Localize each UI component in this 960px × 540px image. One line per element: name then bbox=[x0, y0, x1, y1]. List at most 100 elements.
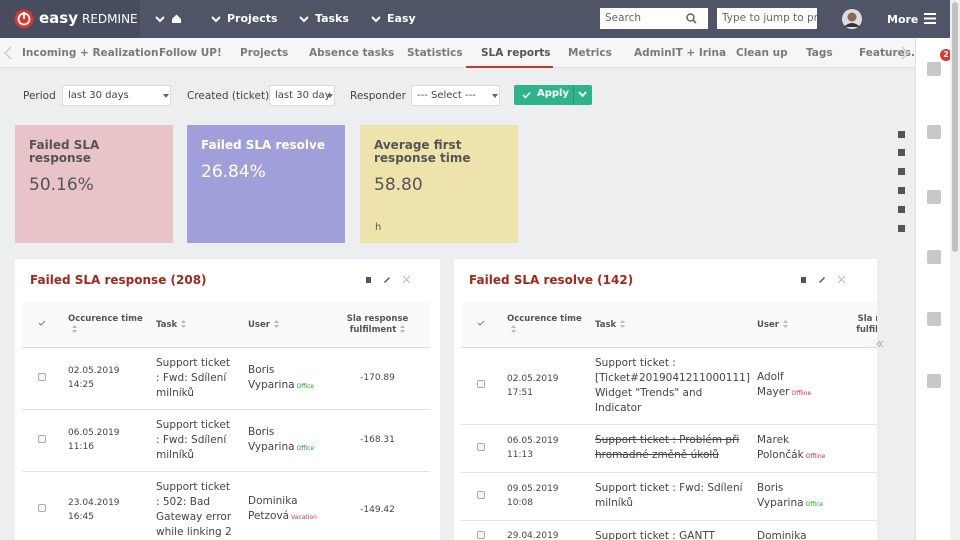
brand: easy REDMINE bbox=[39, 9, 138, 27]
tab[interactable]: Metrics bbox=[568, 47, 612, 59]
task[interactable]: Support ticket : GANTT bbox=[589, 520, 751, 540]
collapse-arrows[interactable] bbox=[876, 340, 884, 348]
tab[interactable]: Projects bbox=[240, 47, 289, 59]
task[interactable]: Support ticket : Fwd: Sdílení milníků bbox=[150, 347, 242, 410]
apply-caret[interactable] bbox=[578, 91, 587, 98]
column-header[interactable]: User bbox=[242, 302, 325, 348]
tab[interactable]: Tags bbox=[806, 47, 833, 59]
panel-tool[interactable] bbox=[818, 275, 827, 284]
apply-button[interactable]: Apply bbox=[514, 85, 592, 105]
tab[interactable]: Follow UP! bbox=[159, 47, 222, 59]
task[interactable]: Support ticket : Fwd: Sdílení milníků bbox=[150, 409, 242, 472]
column-header[interactable]: Sla resolve fulfilment bbox=[834, 302, 877, 348]
menu-item[interactable]: Projects bbox=[227, 12, 278, 25]
task[interactable]: Support ticket : Problém při hromadné zm… bbox=[589, 424, 751, 473]
tab[interactable]: Features.fo bbox=[859, 47, 927, 59]
tab[interactable]: SLA reports bbox=[481, 47, 551, 59]
avatar[interactable] bbox=[842, 9, 862, 29]
more-menu[interactable]: More bbox=[887, 13, 919, 26]
panel-tool[interactable] bbox=[402, 275, 411, 284]
panel-tool-shape bbox=[819, 277, 825, 283]
sort-icon-shape bbox=[181, 319, 187, 328]
task[interactable]: Support ticket : 502: Bad Gateway error … bbox=[150, 471, 242, 540]
checkbox[interactable] bbox=[477, 530, 485, 539]
checkbox[interactable] bbox=[38, 372, 46, 381]
check-all-icon[interactable] bbox=[477, 320, 485, 327]
sidebar-icon[interactable] bbox=[925, 310, 943, 328]
sort-icon bbox=[620, 319, 626, 328]
task[interactable]: Support ticket : [Ticket#201904121100011… bbox=[589, 347, 751, 425]
menu-chevron[interactable] bbox=[210, 14, 222, 24]
sidebar-icon[interactable] bbox=[925, 372, 943, 390]
fulfilment-value: -149.42 bbox=[360, 504, 395, 515]
tab-prev[interactable] bbox=[4, 46, 12, 60]
checkbox[interactable] bbox=[477, 490, 485, 499]
column-header[interactable]: Occurence time bbox=[501, 302, 589, 348]
fulfilment bbox=[834, 424, 877, 473]
column-header[interactable]: Task bbox=[589, 302, 751, 348]
checkbox[interactable] bbox=[477, 380, 485, 388]
column-header[interactable]: User bbox=[751, 302, 834, 348]
tool-icon[interactable] bbox=[897, 205, 906, 214]
tab[interactable]: Absence tasks bbox=[309, 47, 395, 59]
column-title: Sla response fulfilment bbox=[346, 313, 409, 335]
sidebar-icon[interactable] bbox=[925, 60, 943, 78]
row-check bbox=[461, 424, 501, 473]
tab[interactable]: Incoming + Realization bbox=[22, 47, 159, 59]
sort-icon bbox=[400, 324, 406, 333]
apply-check-shape bbox=[522, 91, 531, 99]
filter-select[interactable]: --- Select --- bbox=[411, 85, 500, 106]
table-row: 06.05.2019 11:13 Support ticket : Problém… bbox=[461, 424, 877, 473]
row-check bbox=[461, 347, 501, 425]
user: Dominika Petzová Vacation bbox=[242, 471, 325, 540]
user-name: Boris Vyparina bbox=[248, 425, 295, 453]
user-status: Vacation bbox=[291, 514, 317, 521]
checkbox[interactable] bbox=[38, 434, 46, 443]
apply-check bbox=[522, 91, 531, 99]
search-input[interactable]: Search bbox=[600, 8, 708, 29]
panel-tool[interactable] bbox=[800, 275, 809, 284]
check-all-icon[interactable] bbox=[38, 320, 46, 327]
tool-icon[interactable] bbox=[897, 130, 906, 139]
sidebar-icon-shape bbox=[927, 250, 941, 264]
tab[interactable]: Clean up bbox=[736, 47, 788, 59]
scroll-thumb[interactable] bbox=[952, 2, 958, 252]
filter-select[interactable]: last 30 day bbox=[269, 85, 335, 106]
tool-icon[interactable] bbox=[897, 167, 906, 176]
tool-icon[interactable] bbox=[897, 148, 906, 157]
sidebar-icon[interactable] bbox=[925, 188, 943, 206]
menu-chevron[interactable] bbox=[154, 14, 166, 24]
user: Boris Vyparina Office bbox=[242, 347, 325, 410]
task[interactable]: Support ticket : Fwd: Sdílení milníků bbox=[589, 472, 751, 521]
tab[interactable]: Statistics bbox=[407, 47, 463, 59]
column-header[interactable]: Task bbox=[150, 302, 242, 348]
column-header[interactable]: Occurence time bbox=[62, 302, 150, 348]
checkbox[interactable] bbox=[38, 504, 46, 512]
panel-tool[interactable] bbox=[837, 275, 846, 284]
tool-icon[interactable] bbox=[897, 186, 906, 195]
home-icon[interactable] bbox=[171, 13, 182, 24]
collapse-arrows-shape bbox=[876, 340, 884, 348]
sidebar-icon[interactable] bbox=[925, 248, 943, 266]
jump-input[interactable]: Type to jump to pro bbox=[717, 8, 817, 29]
checkbox[interactable] bbox=[477, 442, 485, 451]
menu-item[interactable]: Tasks bbox=[315, 12, 349, 25]
column-header[interactable]: Sla response fulfilment bbox=[325, 302, 430, 348]
kpi-card: Failed SLA resolve 26.84% bbox=[187, 125, 345, 243]
tab-next[interactable] bbox=[901, 46, 909, 60]
panel-tool[interactable] bbox=[365, 275, 374, 284]
menu-chevron[interactable] bbox=[370, 14, 382, 24]
panel-tool[interactable] bbox=[383, 275, 392, 284]
tab[interactable]: AdminIT + Irina bbox=[634, 47, 727, 59]
hamburger[interactable] bbox=[924, 13, 936, 24]
table-row: 29.04.2019 Support ticket : GANTT Dominika bbox=[461, 520, 877, 540]
menu-chevron[interactable] bbox=[298, 14, 310, 24]
tool-icon[interactable] bbox=[897, 224, 906, 233]
row-check bbox=[461, 520, 501, 540]
filter-select[interactable]: last 30 days bbox=[62, 85, 171, 106]
sidebar-icon[interactable] bbox=[925, 123, 943, 141]
menu-item[interactable]: Easy bbox=[387, 12, 416, 25]
sort-icon bbox=[72, 324, 77, 333]
sidebar-icon-shape bbox=[927, 374, 941, 388]
